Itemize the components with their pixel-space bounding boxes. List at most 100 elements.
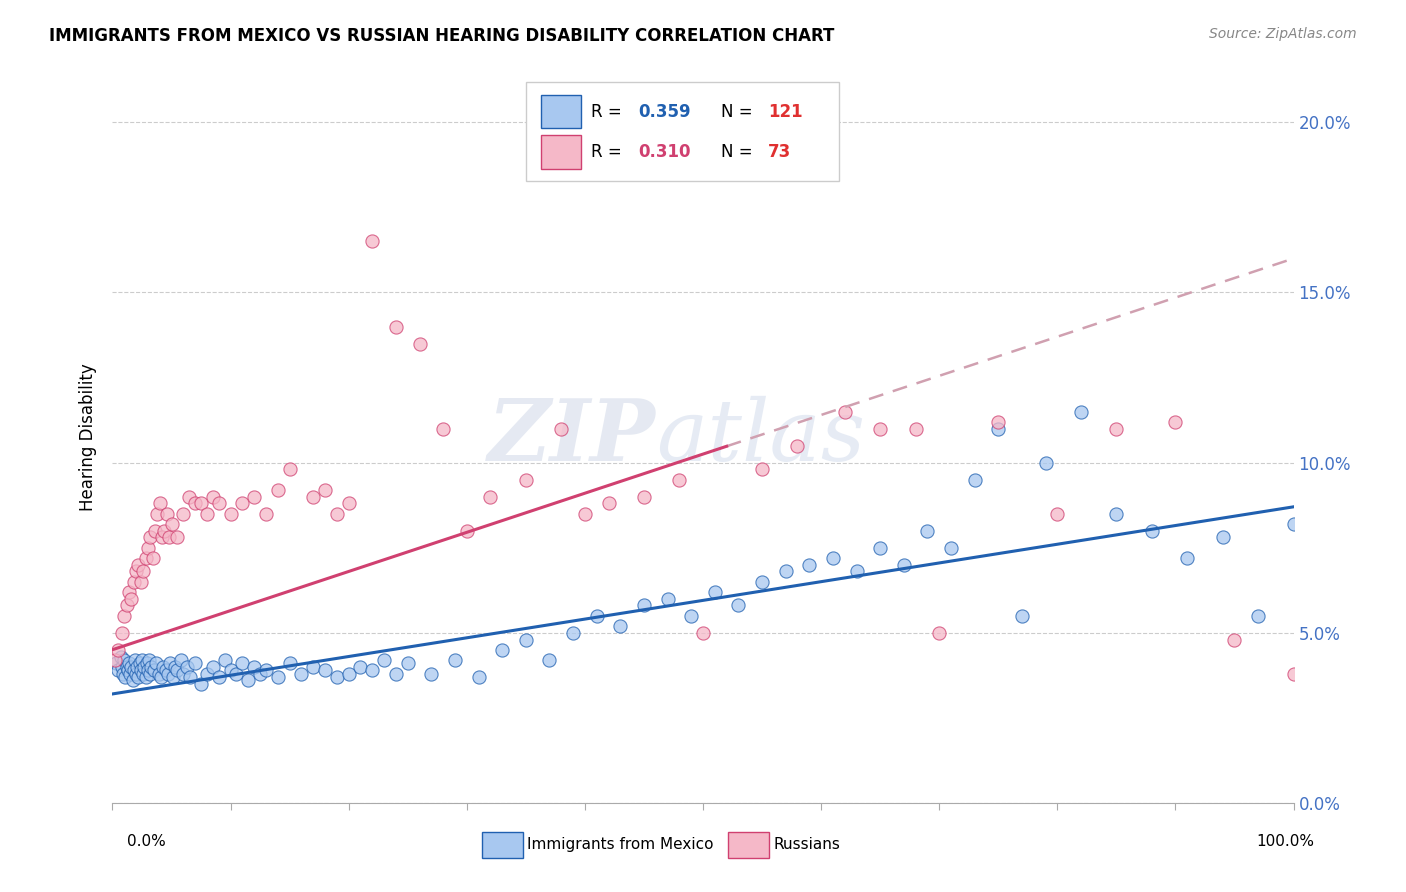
Point xyxy=(153,524,176,538)
Point xyxy=(869,541,891,555)
Point xyxy=(225,666,247,681)
Point xyxy=(214,653,236,667)
Point xyxy=(201,659,224,673)
Point xyxy=(1046,507,1069,521)
Point xyxy=(127,659,149,673)
Point xyxy=(361,663,384,677)
Text: IMMIGRANTS FROM MEXICO VS RUSSIAN HEARING DISABILITY CORRELATION CHART: IMMIGRANTS FROM MEXICO VS RUSSIAN HEARIN… xyxy=(49,27,835,45)
Point xyxy=(657,591,679,606)
Point xyxy=(1105,507,1128,521)
Point xyxy=(834,404,856,418)
Point xyxy=(681,608,703,623)
Point xyxy=(195,666,218,681)
Point xyxy=(987,415,1010,429)
Point xyxy=(125,666,148,681)
Point xyxy=(219,663,242,677)
Text: 0.359: 0.359 xyxy=(638,103,690,120)
Point xyxy=(385,319,408,334)
Point xyxy=(1247,608,1270,623)
Point xyxy=(1070,404,1092,418)
Point xyxy=(1223,632,1246,647)
Point xyxy=(633,490,655,504)
Point xyxy=(703,585,725,599)
Point xyxy=(149,496,172,510)
Text: ZIP: ZIP xyxy=(488,395,655,479)
Point xyxy=(190,677,212,691)
Text: N =: N = xyxy=(721,143,758,161)
Point xyxy=(1282,666,1305,681)
Point xyxy=(136,663,159,677)
Point xyxy=(219,507,242,521)
Point xyxy=(142,663,165,677)
Point xyxy=(208,670,231,684)
Point xyxy=(1175,550,1198,565)
Point xyxy=(120,591,142,606)
Point xyxy=(385,666,408,681)
Point xyxy=(278,462,301,476)
Point xyxy=(349,659,371,673)
Point xyxy=(195,507,218,521)
Point xyxy=(166,663,188,677)
Point xyxy=(231,657,253,671)
Point xyxy=(107,663,129,677)
Point xyxy=(420,666,443,681)
Point xyxy=(799,558,821,572)
Point xyxy=(1282,516,1305,531)
Point xyxy=(201,490,224,504)
Point xyxy=(142,550,165,565)
Point xyxy=(125,565,148,579)
Point xyxy=(562,625,585,640)
Point xyxy=(112,666,135,681)
Point xyxy=(917,524,939,538)
Point xyxy=(111,625,134,640)
Point xyxy=(118,657,141,671)
Point xyxy=(692,625,714,640)
Point xyxy=(166,531,188,545)
Point xyxy=(114,670,136,684)
Point xyxy=(124,653,146,667)
Point xyxy=(172,507,194,521)
Point xyxy=(243,490,266,504)
Text: atlas: atlas xyxy=(655,396,865,478)
Point xyxy=(1035,456,1057,470)
Point xyxy=(1140,524,1163,538)
Point xyxy=(105,657,128,671)
Point xyxy=(574,507,596,521)
Point xyxy=(104,653,127,667)
Point xyxy=(337,496,360,510)
Point xyxy=(243,659,266,673)
Point xyxy=(238,673,260,688)
Point xyxy=(107,642,129,657)
Point xyxy=(120,659,142,673)
Point xyxy=(267,483,290,497)
Point xyxy=(143,524,166,538)
Point xyxy=(127,558,149,572)
Point xyxy=(208,496,231,510)
Point xyxy=(1164,415,1187,429)
Point xyxy=(302,490,325,504)
Text: 0.310: 0.310 xyxy=(638,143,690,161)
Point xyxy=(1212,531,1234,545)
Text: 0.0%: 0.0% xyxy=(127,834,166,849)
Point xyxy=(172,666,194,681)
Point xyxy=(456,524,478,538)
Point xyxy=(135,657,157,671)
Text: 73: 73 xyxy=(768,143,792,161)
Point xyxy=(515,632,537,647)
Point xyxy=(115,599,138,613)
Point xyxy=(112,653,135,667)
Point xyxy=(155,663,177,677)
Point xyxy=(156,507,179,521)
Text: 121: 121 xyxy=(768,103,803,120)
Text: N =: N = xyxy=(721,103,758,120)
Point xyxy=(373,653,395,667)
Point xyxy=(538,653,561,667)
Point xyxy=(145,657,167,671)
Point xyxy=(110,649,132,664)
Point xyxy=(129,663,152,677)
Point xyxy=(290,666,312,681)
Point xyxy=(444,653,467,667)
Point xyxy=(598,496,620,510)
Point xyxy=(337,666,360,681)
Point xyxy=(775,565,797,579)
